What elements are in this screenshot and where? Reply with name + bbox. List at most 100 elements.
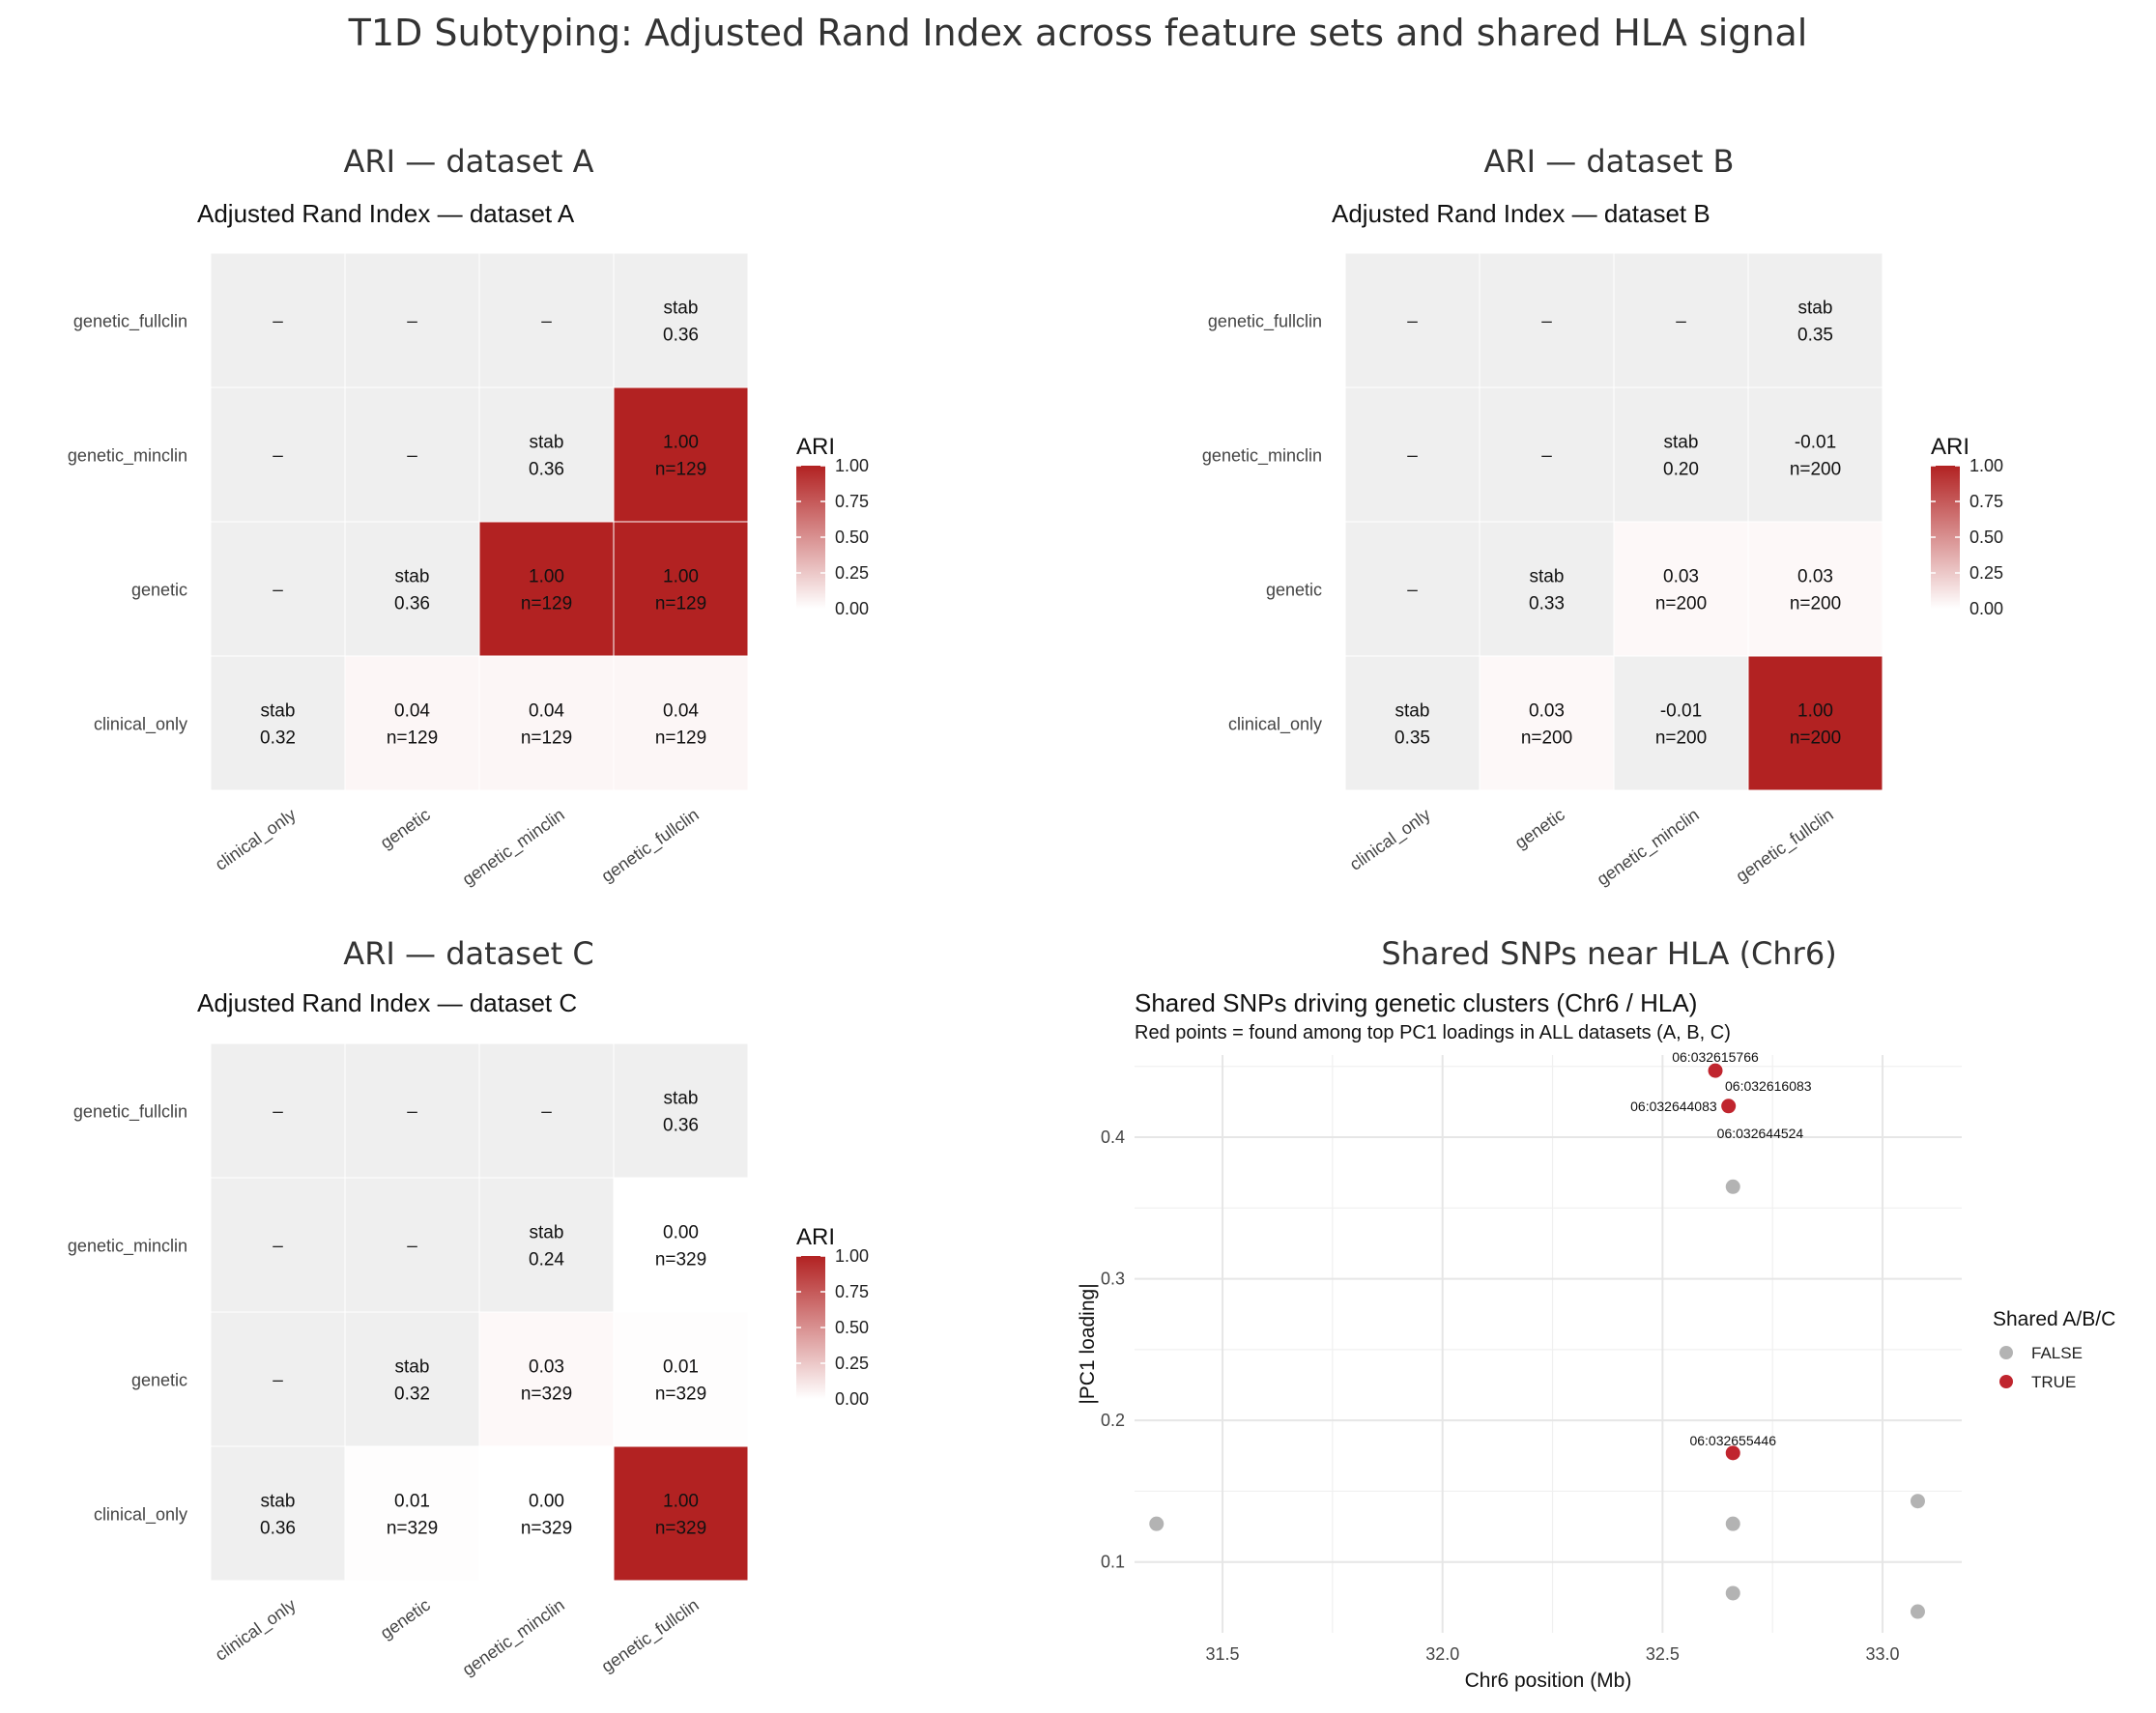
- snp-label: 06:032655446: [1689, 1433, 1776, 1448]
- heatmap-cell-c: [478, 1311, 615, 1447]
- heatmap-cell-b: [1613, 655, 1749, 791]
- heatmap-cell-a: [344, 386, 480, 523]
- cell-label-b: stab: [1395, 701, 1430, 722]
- cell-label-b: –: [1407, 446, 1418, 467]
- shared-snp-point: [1708, 1063, 1723, 1078]
- heatmap-cell-a: [613, 386, 749, 523]
- cell-sublabel-a: n=129: [521, 728, 572, 749]
- x-tick-label: 33.0: [1866, 1644, 1900, 1664]
- snp-label: 06:032615766: [1672, 1049, 1759, 1065]
- heatmap-cell-c: [344, 1311, 480, 1447]
- cell-sublabel-b: n=200: [1655, 728, 1707, 749]
- cell-label-a: –: [407, 446, 417, 467]
- heatmap-cell-b: [1479, 252, 1615, 388]
- cell-label-c: –: [273, 1102, 283, 1123]
- cell-label-a: 1.00: [663, 433, 699, 453]
- ari-tick-label: 0.25: [835, 1354, 869, 1373]
- cell-label-a: –: [407, 312, 417, 332]
- cell-label-a: –: [273, 581, 283, 601]
- ari-tick-label: 0.50: [1969, 528, 2003, 547]
- ari-tick-label: 0.00: [835, 1389, 869, 1409]
- cell-label-c: –: [407, 1102, 417, 1123]
- col-label-a: genetic: [377, 805, 434, 853]
- heatmap-cell-c: [344, 1177, 480, 1313]
- cell-sublabel-c: n=329: [655, 1250, 706, 1270]
- cell-label-a: 0.04: [663, 701, 699, 722]
- ari-tick-label: 1.00: [835, 1246, 869, 1266]
- row-label-c: genetic_minclin: [68, 1237, 187, 1257]
- panel-title-b: ARI — dataset B: [1483, 143, 1735, 180]
- cell-label-c: 0.00: [663, 1223, 699, 1243]
- heatmap-cell-b: [1344, 252, 1480, 388]
- y-tick-label: 0.2: [1101, 1411, 1125, 1430]
- snp-point: [1910, 1604, 1925, 1619]
- col-label-b: genetic: [1511, 805, 1568, 853]
- cell-sublabel-a: 0.32: [260, 728, 296, 749]
- snp-point: [1725, 1516, 1740, 1531]
- heatmap-cell-c: [210, 1042, 346, 1179]
- cell-sublabel-c: 0.32: [394, 1385, 430, 1405]
- cell-sublabel-c: 0.36: [663, 1116, 699, 1136]
- cell-sublabel-b: n=200: [1790, 460, 1841, 480]
- cell-sublabel-c: n=329: [387, 1519, 438, 1539]
- cell-sublabel-a: n=129: [521, 594, 572, 614]
- row-label-c: genetic: [131, 1371, 187, 1390]
- cell-label-c: –: [541, 1102, 552, 1123]
- heatmap-cell-a: [210, 655, 346, 791]
- cell-sublabel-c: n=329: [655, 1519, 706, 1539]
- cell-label-a: –: [273, 312, 283, 332]
- cell-label-c: –: [273, 1371, 283, 1391]
- heatmap-cell-c: [478, 1445, 615, 1582]
- heatmap-cell-b: [1747, 521, 1883, 657]
- cell-label-c: –: [273, 1237, 283, 1257]
- cell-label-a: stab: [261, 701, 296, 722]
- y-tick-label: 0.4: [1101, 1128, 1125, 1147]
- panel-title-a: ARI — dataset A: [343, 143, 594, 180]
- row-label-a: genetic_minclin: [68, 446, 187, 467]
- heatmap-cell-b: [1747, 252, 1883, 388]
- cell-label-b: 0.03: [1797, 567, 1833, 587]
- heatmap-cell-b: [1613, 521, 1749, 657]
- cell-label-a: 1.00: [663, 567, 699, 587]
- cell-label-a: stab: [664, 299, 699, 319]
- row-label-b: genetic_fullclin: [1208, 312, 1322, 332]
- cell-label-a: 1.00: [529, 567, 564, 587]
- cell-sublabel-a: 0.36: [663, 326, 699, 346]
- cell-sublabel-c: n=329: [655, 1385, 706, 1405]
- snp-label: 06:032644524: [1717, 1126, 1804, 1141]
- cell-sublabel-b: n=200: [1790, 728, 1841, 749]
- shared-snp-point: [1721, 1099, 1737, 1114]
- cell-label-a: –: [273, 446, 283, 467]
- heatmap-cell-c: [613, 1177, 749, 1313]
- heatmap-cell-c: [210, 1445, 346, 1582]
- heatmap-cell-b: [1479, 655, 1615, 791]
- cell-sublabel-b: 0.35: [1797, 326, 1833, 346]
- heatmap-cell-a: [613, 655, 749, 791]
- col-label-c: genetic_fullclin: [598, 1595, 704, 1677]
- shared-legend-title: Shared A/B/C: [1993, 1308, 2115, 1330]
- heatmap-cell-c: [613, 1445, 749, 1582]
- legend-false-label: FALSE: [2031, 1344, 2083, 1362]
- row-label-b: genetic_minclin: [1202, 446, 1322, 467]
- cell-label-c: stab: [261, 1492, 296, 1512]
- scatter-title: Shared SNPs driving genetic clusters (Ch…: [1135, 988, 1698, 1017]
- cell-label-b: stab: [1664, 433, 1699, 453]
- heatmap-cell-a: [210, 386, 346, 523]
- cell-label-c: 0.00: [529, 1492, 564, 1512]
- cell-label-c: –: [407, 1237, 417, 1257]
- figure-title: T1D Subtyping: Adjusted Rand Index acros…: [348, 12, 1808, 54]
- heatmap-cell-a: [478, 386, 615, 523]
- cell-sublabel-c: 0.36: [260, 1519, 296, 1539]
- heatmap-cell-c: [613, 1042, 749, 1179]
- snp-point: [1725, 1179, 1740, 1194]
- heatmap-cell-a: [210, 252, 346, 388]
- row-label-c: clinical_only: [94, 1505, 187, 1526]
- panel-title-c: ARI — dataset C: [343, 935, 594, 972]
- row-label-b: genetic: [1266, 581, 1322, 600]
- cell-sublabel-a: n=129: [655, 460, 706, 480]
- heatmap-cell-b: [1344, 655, 1480, 791]
- cell-label-a: 0.04: [394, 701, 430, 722]
- col-label-c: genetic: [377, 1595, 434, 1643]
- snp-point: [1725, 1585, 1740, 1601]
- cell-sublabel-a: n=129: [387, 728, 438, 749]
